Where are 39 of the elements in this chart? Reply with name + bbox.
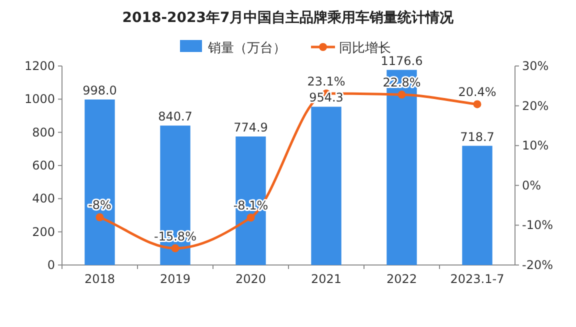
y-tick-label: 200 bbox=[32, 224, 55, 239]
point bbox=[96, 213, 104, 222]
y-tick-label: 1000 bbox=[24, 92, 55, 106]
bar bbox=[311, 106, 342, 265]
data-label: 774.9 bbox=[234, 120, 268, 134]
y2-tick-label: 20% bbox=[522, 98, 549, 113]
y-tick-label: 800 bbox=[32, 125, 55, 140]
x-tick-label: 2021 bbox=[310, 272, 342, 286]
legend-label: 销量（万台） bbox=[207, 41, 286, 56]
legend-label: 同比增长 bbox=[339, 41, 391, 56]
x-tick-label: 2023.1-7 bbox=[450, 272, 504, 286]
data-label: -8% bbox=[88, 198, 112, 212]
bar bbox=[84, 100, 115, 265]
point bbox=[246, 214, 255, 222]
y2-tick-label: -20% bbox=[522, 258, 554, 272]
y-tick-label: 0 bbox=[47, 258, 55, 272]
y2-tick-label: 10% bbox=[522, 138, 549, 153]
y2-tick-label: 30% bbox=[522, 59, 549, 73]
bar bbox=[462, 146, 492, 265]
x-tick-label: 2020 bbox=[235, 272, 266, 286]
x-tick-label: 2018 bbox=[84, 272, 116, 286]
y2-tick-label: -10% bbox=[522, 218, 554, 232]
data-label: 998.0 bbox=[82, 84, 117, 98]
point bbox=[171, 244, 180, 252]
y-tick-label: 400 bbox=[32, 192, 55, 206]
y-tick-label: 1200 bbox=[24, 59, 55, 73]
chart-title: 2018-2023年7月中国自主品牌乘用车销量统计情况 bbox=[122, 9, 455, 26]
data-label: 20.4% bbox=[458, 85, 496, 100]
bar bbox=[236, 136, 266, 265]
point bbox=[473, 100, 482, 108]
y-tick-label: 600 bbox=[32, 158, 55, 172]
y2-tick-label: 0% bbox=[522, 178, 542, 192]
x-tick-label: 2022 bbox=[386, 272, 418, 286]
data-label: 23.1% bbox=[307, 74, 346, 88]
data-label: 840.7 bbox=[158, 110, 192, 124]
data-label: 718.7 bbox=[460, 130, 494, 144]
data-label: 1176.6 bbox=[380, 54, 423, 68]
x-tick-label: 2019 bbox=[160, 272, 191, 286]
point bbox=[398, 90, 406, 99]
